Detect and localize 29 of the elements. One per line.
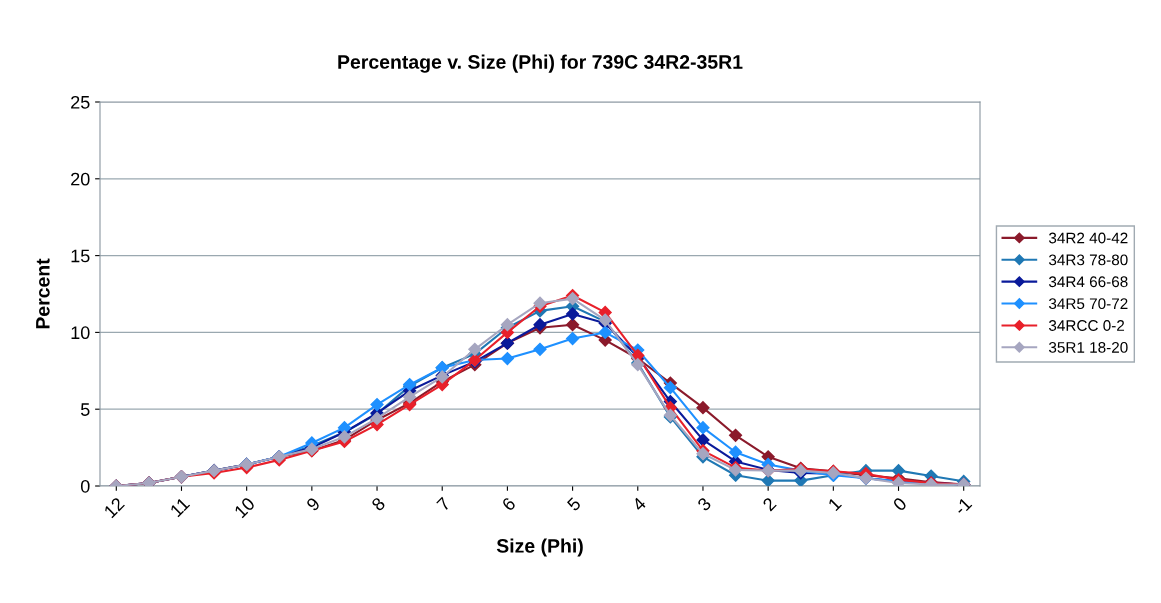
x-tick-label: 8 [370,496,386,512]
y-tick-label: 5 [80,403,90,416]
legend-label: 34R3 78-80 [1048,254,1128,266]
x-tick-label: 9 [305,496,321,512]
chart-title: Percentage v. Size (Phi) for 739C 34R2-35R1 [338,54,743,73]
y-tick-label: 25 [71,95,90,109]
x-tick-label: 7 [436,496,451,512]
x-tick-label: 10 [233,496,256,519]
y-axis-title: Percent [36,258,50,329]
x-tick-label: 3 [696,496,712,512]
x-tick-label: 1 [827,496,842,512]
y-tick-label: 0 [80,479,90,493]
legend-label: 34R2 40-42 [1048,232,1128,244]
y-tick-label: 10 [71,326,90,340]
y-tick-label: 15 [71,249,90,263]
x-tick-label: -1 [953,496,973,516]
x-tick-label: 5 [566,496,582,512]
y-tick-label: 20 [71,172,90,186]
legend-label: 34RCC 0-2 [1048,320,1125,331]
x-tick-label: 6 [501,496,517,512]
x-axis-title: Size (Phi) [496,538,583,557]
legend-label: 35R1 18-20 [1048,341,1128,353]
legend-label: 34R4 66-68 [1048,276,1128,288]
x-tick-label: 0 [892,496,908,512]
x-tick-label: 12 [103,496,125,519]
legend-label: 34R5 70-72 [1048,298,1128,310]
x-tick-label: 11 [169,496,191,518]
x-tick-label: 4 [631,496,647,512]
x-tick-label: 2 [762,496,777,512]
